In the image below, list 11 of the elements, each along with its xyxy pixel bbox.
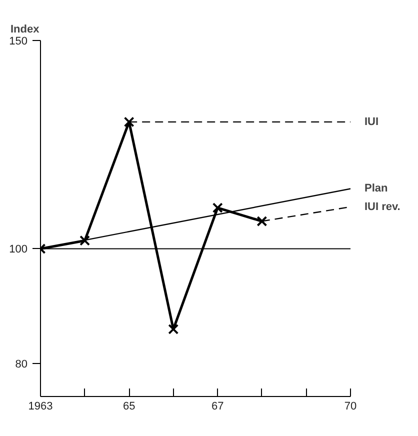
- series-label: Plan: [364, 182, 388, 195]
- series-label: IUI: [364, 116, 379, 128]
- x-tick-label: 65: [122, 400, 136, 412]
- x-tick-label: 70: [344, 400, 357, 412]
- y-tick-label: 150: [9, 36, 28, 48]
- x-tick-label: 67: [212, 400, 224, 412]
- y-tick-label: 80: [15, 358, 28, 370]
- y-axis-title: Index: [10, 24, 40, 36]
- y-tick-label: 100: [9, 244, 28, 256]
- x-tick-label: 1963: [28, 400, 53, 412]
- series-label: IUI rev.: [364, 200, 400, 213]
